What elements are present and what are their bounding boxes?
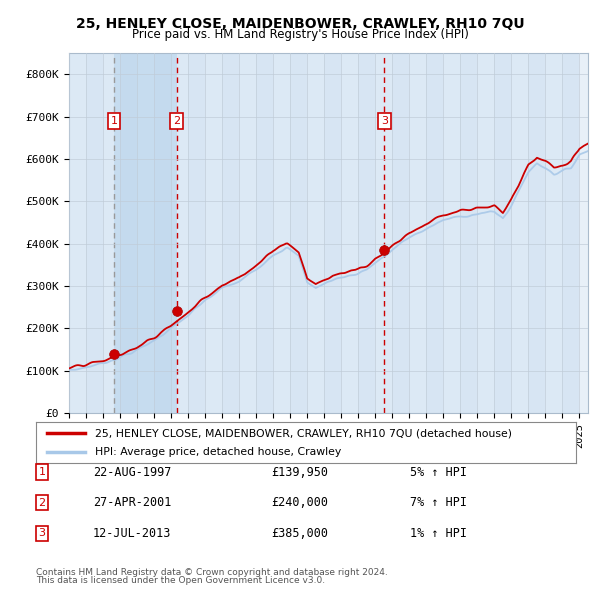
Text: £139,950: £139,950 bbox=[271, 466, 329, 478]
Bar bbox=[86, 53, 103, 413]
Bar bbox=[529, 53, 545, 413]
Bar bbox=[239, 53, 256, 413]
Bar bbox=[494, 53, 511, 413]
Text: 12-JUL-2013: 12-JUL-2013 bbox=[93, 527, 171, 540]
Text: 2: 2 bbox=[173, 116, 180, 126]
Bar bbox=[460, 53, 478, 413]
Bar bbox=[341, 53, 358, 413]
Bar bbox=[256, 53, 273, 413]
Text: 3: 3 bbox=[381, 116, 388, 126]
Text: HPI: Average price, detached house, Crawley: HPI: Average price, detached house, Craw… bbox=[95, 447, 341, 457]
Text: Price paid vs. HM Land Registry's House Price Index (HPI): Price paid vs. HM Land Registry's House … bbox=[131, 28, 469, 41]
Bar bbox=[205, 53, 222, 413]
Text: 1: 1 bbox=[38, 467, 46, 477]
Bar bbox=[443, 53, 460, 413]
Text: 22-AUG-1997: 22-AUG-1997 bbox=[93, 466, 171, 478]
Text: 5% ↑ HPI: 5% ↑ HPI bbox=[409, 466, 467, 478]
Bar bbox=[114, 53, 176, 413]
Text: 25, HENLEY CLOSE, MAIDENBOWER, CRAWLEY, RH10 7QU: 25, HENLEY CLOSE, MAIDENBOWER, CRAWLEY, … bbox=[76, 17, 524, 31]
Text: 1: 1 bbox=[110, 116, 118, 126]
Text: 3: 3 bbox=[38, 529, 46, 538]
Bar bbox=[103, 53, 120, 413]
Text: Contains HM Land Registry data © Crown copyright and database right 2024.: Contains HM Land Registry data © Crown c… bbox=[36, 568, 388, 577]
Bar bbox=[358, 53, 375, 413]
Bar bbox=[324, 53, 341, 413]
Text: 7% ↑ HPI: 7% ↑ HPI bbox=[409, 496, 467, 509]
Bar bbox=[478, 53, 494, 413]
Bar bbox=[409, 53, 427, 413]
Bar bbox=[545, 53, 562, 413]
Text: 27-APR-2001: 27-APR-2001 bbox=[93, 496, 171, 509]
Bar bbox=[290, 53, 307, 413]
Bar bbox=[375, 53, 392, 413]
Bar bbox=[171, 53, 188, 413]
Bar bbox=[154, 53, 171, 413]
Text: 2: 2 bbox=[38, 498, 46, 507]
Bar bbox=[562, 53, 580, 413]
Bar bbox=[137, 53, 154, 413]
Bar bbox=[511, 53, 529, 413]
Bar bbox=[120, 53, 137, 413]
Bar bbox=[392, 53, 409, 413]
Text: 1% ↑ HPI: 1% ↑ HPI bbox=[409, 527, 467, 540]
Bar bbox=[427, 53, 443, 413]
Text: £240,000: £240,000 bbox=[271, 496, 329, 509]
Bar bbox=[273, 53, 290, 413]
Bar bbox=[188, 53, 205, 413]
Text: This data is licensed under the Open Government Licence v3.0.: This data is licensed under the Open Gov… bbox=[36, 576, 325, 585]
Bar bbox=[307, 53, 324, 413]
Text: 25, HENLEY CLOSE, MAIDENBOWER, CRAWLEY, RH10 7QU (detached house): 25, HENLEY CLOSE, MAIDENBOWER, CRAWLEY, … bbox=[95, 428, 512, 438]
Bar bbox=[222, 53, 239, 413]
Bar bbox=[69, 53, 86, 413]
Text: £385,000: £385,000 bbox=[271, 527, 329, 540]
